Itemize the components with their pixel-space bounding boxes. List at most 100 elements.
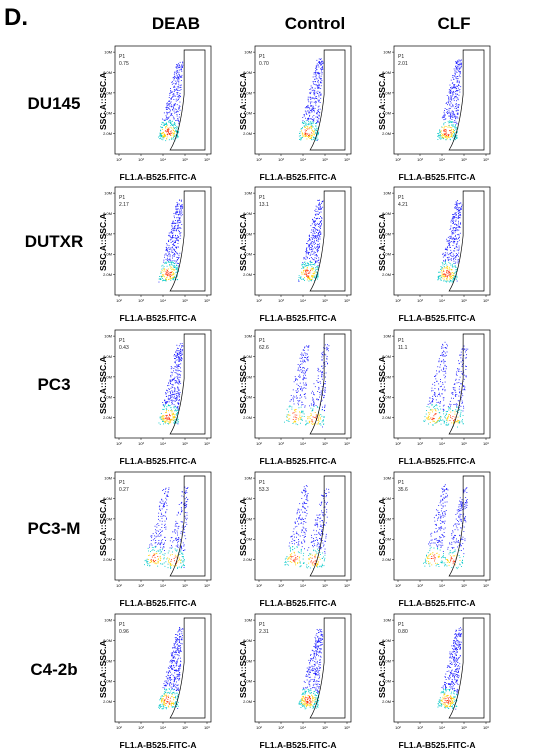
y-tick-label: 4.0M: [243, 111, 252, 116]
y-tick-label: 2.0M: [103, 557, 112, 562]
x-tick-label: 10²: [256, 441, 262, 446]
y-tick-label: 6.0M: [103, 374, 112, 379]
y-tick-label: 4.0M: [382, 252, 391, 257]
dot-plot: 2.0M 4.0M 6.0M 8.0M 10M 10² 10³ 10⁴ 10⁵ 10⁶: [103, 613, 212, 730]
y-tick-label: 10M: [244, 476, 252, 481]
x-axis-label: FL1.A-B525.FITC-A: [259, 172, 337, 182]
x-tick-label: 10⁶: [483, 441, 489, 446]
y-axis-label: SSC.A::SSC.A: [238, 640, 248, 698]
x-tick-label: 10⁵: [322, 157, 328, 162]
x-tick-label: 10⁴: [160, 157, 166, 162]
plot-du145-control: 2.0M 4.0M 6.0M 8.0M 10M 10² 10³ 10⁴ 10⁵ 10⁶ SSC.A:…: [228, 42, 358, 184]
y-tick-label: 10M: [244, 618, 252, 623]
dot-plot: 2.0M 4.0M 6.0M 8.0M 10M 10² 10³ 10⁴ 10⁵ 10⁶: [103, 471, 212, 588]
density-dots: [298, 199, 324, 282]
y-tick-label: 4.0M: [243, 537, 252, 542]
y-axis-label: SSC.A::SSC.A: [98, 498, 108, 556]
y-tick-label: 2.0M: [103, 131, 112, 136]
dot-plot: 2.0M 4.0M 6.0M 8.0M 10M 10² 10³ 10⁴ 10⁵ 10⁶: [103, 186, 212, 303]
y-tick-label: 10M: [244, 334, 252, 339]
x-tick-label: 10³: [278, 583, 284, 588]
x-tick-label: 10²: [395, 583, 401, 588]
x-tick-label: 10²: [116, 583, 122, 588]
y-axis-label: SSC.A::SSC.A: [377, 640, 387, 698]
y-axis-label: SSC.A::SSC.A: [98, 72, 108, 130]
x-axis-label: FL1.A-B525.FITC-A: [119, 313, 197, 323]
x-tick-label: 10⁶: [204, 157, 210, 162]
dot-plot: 2.0M 4.0M 6.0M 8.0M 10M 10² 10³ 10⁴ 10⁵ 10⁶: [382, 186, 491, 303]
y-tick-label: 8.0M: [103, 211, 112, 216]
y-tick-label: 10M: [104, 618, 112, 623]
y-tick-label: 2.0M: [382, 699, 391, 704]
x-tick-label: 10³: [138, 583, 144, 588]
x-axis-label: FL1.A-B525.FITC-A: [398, 172, 476, 182]
y-tick-label: 8.0M: [103, 354, 112, 359]
x-tick-label: 10³: [417, 583, 423, 588]
y-tick-label: 8.0M: [103, 638, 112, 643]
gate-percentage: 0.80: [398, 629, 408, 635]
x-tick-label: 10³: [278, 157, 284, 162]
x-axis-label: FL1.A-B525.FITC-A: [119, 456, 197, 466]
row-label-pc3-m: PC3-M: [27, 519, 81, 538]
y-axis-label: SSC.A::SSC.A: [98, 213, 108, 271]
x-tick-label: 10⁶: [483, 298, 489, 303]
x-tick-label: 10⁴: [300, 157, 306, 162]
y-tick-label: 4.0M: [243, 679, 252, 684]
density-dots: [298, 628, 324, 710]
x-tick-label: 10³: [417, 298, 423, 303]
y-axis-label: SSC.A::SSC.A: [238, 498, 248, 556]
axes-frame: [393, 186, 491, 296]
x-axis-label: FL1.A-B525.FITC-A: [398, 598, 476, 608]
gate-p1: [448, 49, 485, 151]
y-tick-label: 2.0M: [103, 415, 112, 420]
gate-name: P1: [119, 338, 126, 344]
x-tick-label: 10⁴: [160, 725, 166, 730]
x-tick-label: 10⁵: [461, 725, 467, 730]
y-tick-label: 2.0M: [103, 272, 112, 277]
x-tick-label: 10³: [138, 725, 144, 730]
x-tick-label: 10⁵: [461, 157, 467, 162]
y-tick-label: 8.0M: [382, 211, 391, 216]
x-tick-label: 10⁵: [182, 441, 188, 446]
x-tick-label: 10³: [417, 157, 423, 162]
x-tick-label: 10⁴: [160, 441, 166, 446]
y-tick-label: 10M: [244, 191, 252, 196]
x-tick-label: 10⁶: [204, 583, 210, 588]
x-tick-label: 10⁶: [483, 157, 489, 162]
gate-percentage: 2.31: [259, 629, 269, 635]
density-dots: [158, 343, 184, 425]
gate-p1: [169, 475, 206, 577]
x-tick-label: 10³: [138, 157, 144, 162]
x-tick-label: 10⁵: [461, 441, 467, 446]
plot-pc3-m-control: 2.0M 4.0M 6.0M 8.0M 10M 10² 10³ 10⁴ 10⁵ 10⁶ SSC.A:…: [228, 468, 358, 610]
x-tick-label: 10²: [395, 298, 401, 303]
y-tick-label: 4.0M: [103, 537, 112, 542]
density-dots: [284, 344, 330, 428]
gate-percentage: 11.1: [398, 345, 408, 351]
dot-plot: 2.0M 4.0M 6.0M 8.0M 10M 10² 10³ 10⁴ 10⁵ 10⁶: [103, 45, 212, 162]
gate-percentage: 0.96: [119, 629, 129, 635]
y-tick-label: 8.0M: [243, 354, 252, 359]
gate-name: P1: [119, 480, 126, 486]
density-dots: [144, 486, 189, 569]
y-tick-label: 10M: [383, 476, 391, 481]
x-tick-label: 10⁵: [182, 157, 188, 162]
gate-p1: [309, 617, 346, 719]
density-dots: [437, 59, 462, 142]
x-tick-label: 10⁴: [439, 441, 445, 446]
x-tick-label: 10⁴: [439, 725, 445, 730]
dot-plot: 2.0M 4.0M 6.0M 8.0M 10M 10² 10³ 10⁴ 10⁵ 10⁶: [103, 329, 212, 446]
gate-percentage: 53.3: [259, 487, 269, 493]
x-tick-label: 10⁴: [160, 583, 166, 588]
y-tick-label: 6.0M: [243, 231, 252, 236]
y-tick-label: 8.0M: [243, 496, 252, 501]
y-tick-label: 8.0M: [243, 638, 252, 643]
plot-dutxr-deab: 2.0M 4.0M 6.0M 8.0M 10M 10² 10³ 10⁴ 10⁵ 10⁶ SSC.A:…: [88, 183, 218, 325]
x-tick-label: 10⁴: [439, 583, 445, 588]
y-tick-label: 10M: [104, 334, 112, 339]
x-tick-label: 10³: [278, 298, 284, 303]
x-tick-label: 10²: [116, 298, 122, 303]
row-label-dutxr: DUTXR: [24, 232, 84, 251]
gate-p1: [448, 190, 485, 292]
y-tick-label: 2.0M: [243, 557, 252, 562]
